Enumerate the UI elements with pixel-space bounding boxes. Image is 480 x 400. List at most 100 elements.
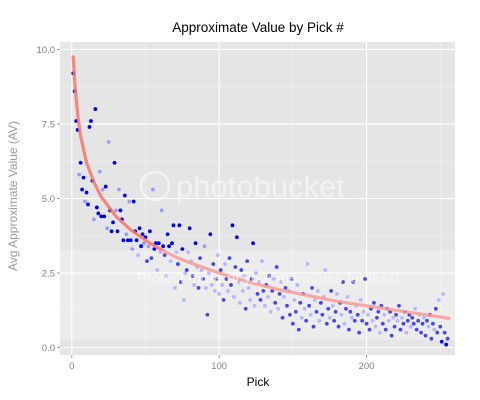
data-point xyxy=(246,286,251,290)
data-point xyxy=(229,283,233,287)
data-point xyxy=(433,306,438,311)
data-point xyxy=(211,262,216,266)
data-point xyxy=(167,244,171,249)
data-point xyxy=(173,286,177,290)
data-point xyxy=(262,303,267,308)
data-point xyxy=(279,280,283,284)
data-point xyxy=(202,244,207,249)
data-point xyxy=(282,294,286,299)
data-point xyxy=(100,187,105,192)
data-point xyxy=(242,274,247,278)
x-tick-label: 0 xyxy=(69,361,74,372)
data-point xyxy=(441,291,446,296)
data-point xyxy=(332,318,337,323)
data-point xyxy=(329,289,334,293)
data-point xyxy=(425,318,429,323)
data-point xyxy=(92,217,96,222)
data-point xyxy=(230,223,235,228)
data-point xyxy=(271,277,276,281)
data-point xyxy=(289,277,294,281)
data-point xyxy=(208,232,213,237)
data-point xyxy=(112,160,117,165)
data-point xyxy=(187,226,192,231)
data-point xyxy=(268,309,273,314)
data-point xyxy=(429,336,434,341)
y-axis: 0.0 2.5 5.0 7.5 10.0 xyxy=(37,45,60,354)
data-point xyxy=(84,190,89,195)
trend-line xyxy=(71,55,451,320)
data-point xyxy=(398,327,403,332)
x-tick-label: 100 xyxy=(211,361,227,372)
data-point xyxy=(380,321,385,326)
data-point xyxy=(161,244,166,249)
data-point xyxy=(177,223,182,228)
data-point xyxy=(168,259,173,263)
data-point xyxy=(115,229,120,234)
data-point xyxy=(367,327,372,332)
data-point xyxy=(395,318,400,323)
data-point xyxy=(170,241,174,246)
data-point xyxy=(360,318,365,323)
data-point xyxy=(180,247,185,252)
y-tick-label: 5.0 xyxy=(42,194,55,205)
data-point xyxy=(280,315,285,320)
x-axis-title: Pick xyxy=(247,375,271,389)
data-point xyxy=(162,253,167,258)
data-point xyxy=(376,309,381,314)
data-point xyxy=(186,250,191,255)
data-point xyxy=(190,274,195,278)
data-point xyxy=(146,244,151,249)
data-point xyxy=(232,294,236,299)
y-tick-label: 7.5 xyxy=(42,119,55,130)
data-point xyxy=(373,324,378,329)
data-point xyxy=(372,300,376,305)
data-point xyxy=(199,268,204,272)
data-point xyxy=(111,220,115,225)
data-point xyxy=(258,297,263,302)
data-point xyxy=(89,119,93,123)
data-point xyxy=(159,208,164,213)
data-point xyxy=(136,253,141,258)
data-point xyxy=(214,277,219,281)
data-point xyxy=(176,262,180,266)
data-point xyxy=(326,306,331,311)
data-point xyxy=(226,289,230,293)
data-point xyxy=(394,312,398,317)
data-point xyxy=(364,321,369,326)
data-point xyxy=(78,160,83,165)
data-point xyxy=(274,265,279,269)
data-point xyxy=(335,291,339,296)
data-point xyxy=(142,241,146,246)
data-point xyxy=(128,238,133,243)
watermark: photobucket Protect more of your memorie… xyxy=(55,169,480,340)
data-point xyxy=(290,321,295,326)
data-point xyxy=(205,312,210,317)
data-point xyxy=(410,315,415,320)
data-point xyxy=(404,330,409,335)
data-point xyxy=(426,324,431,329)
data-point xyxy=(316,289,320,293)
data-point xyxy=(223,262,227,266)
data-point xyxy=(351,280,356,284)
data-point xyxy=(249,277,254,281)
data-point xyxy=(377,330,382,335)
data-point xyxy=(339,312,344,317)
data-point xyxy=(149,256,154,261)
data-point xyxy=(139,244,143,249)
data-point xyxy=(327,315,332,320)
watermark-text: photobucket xyxy=(176,169,345,204)
data-point xyxy=(77,172,82,177)
data-point xyxy=(414,327,419,332)
data-point xyxy=(181,297,186,302)
data-point xyxy=(302,306,307,311)
data-point xyxy=(273,300,278,305)
data-point xyxy=(254,271,258,275)
data-point xyxy=(260,259,264,263)
data-point xyxy=(439,339,444,344)
data-point xyxy=(248,297,253,302)
data-point xyxy=(148,229,152,234)
data-point xyxy=(416,318,421,323)
data-point xyxy=(311,324,316,329)
data-point xyxy=(183,271,188,275)
